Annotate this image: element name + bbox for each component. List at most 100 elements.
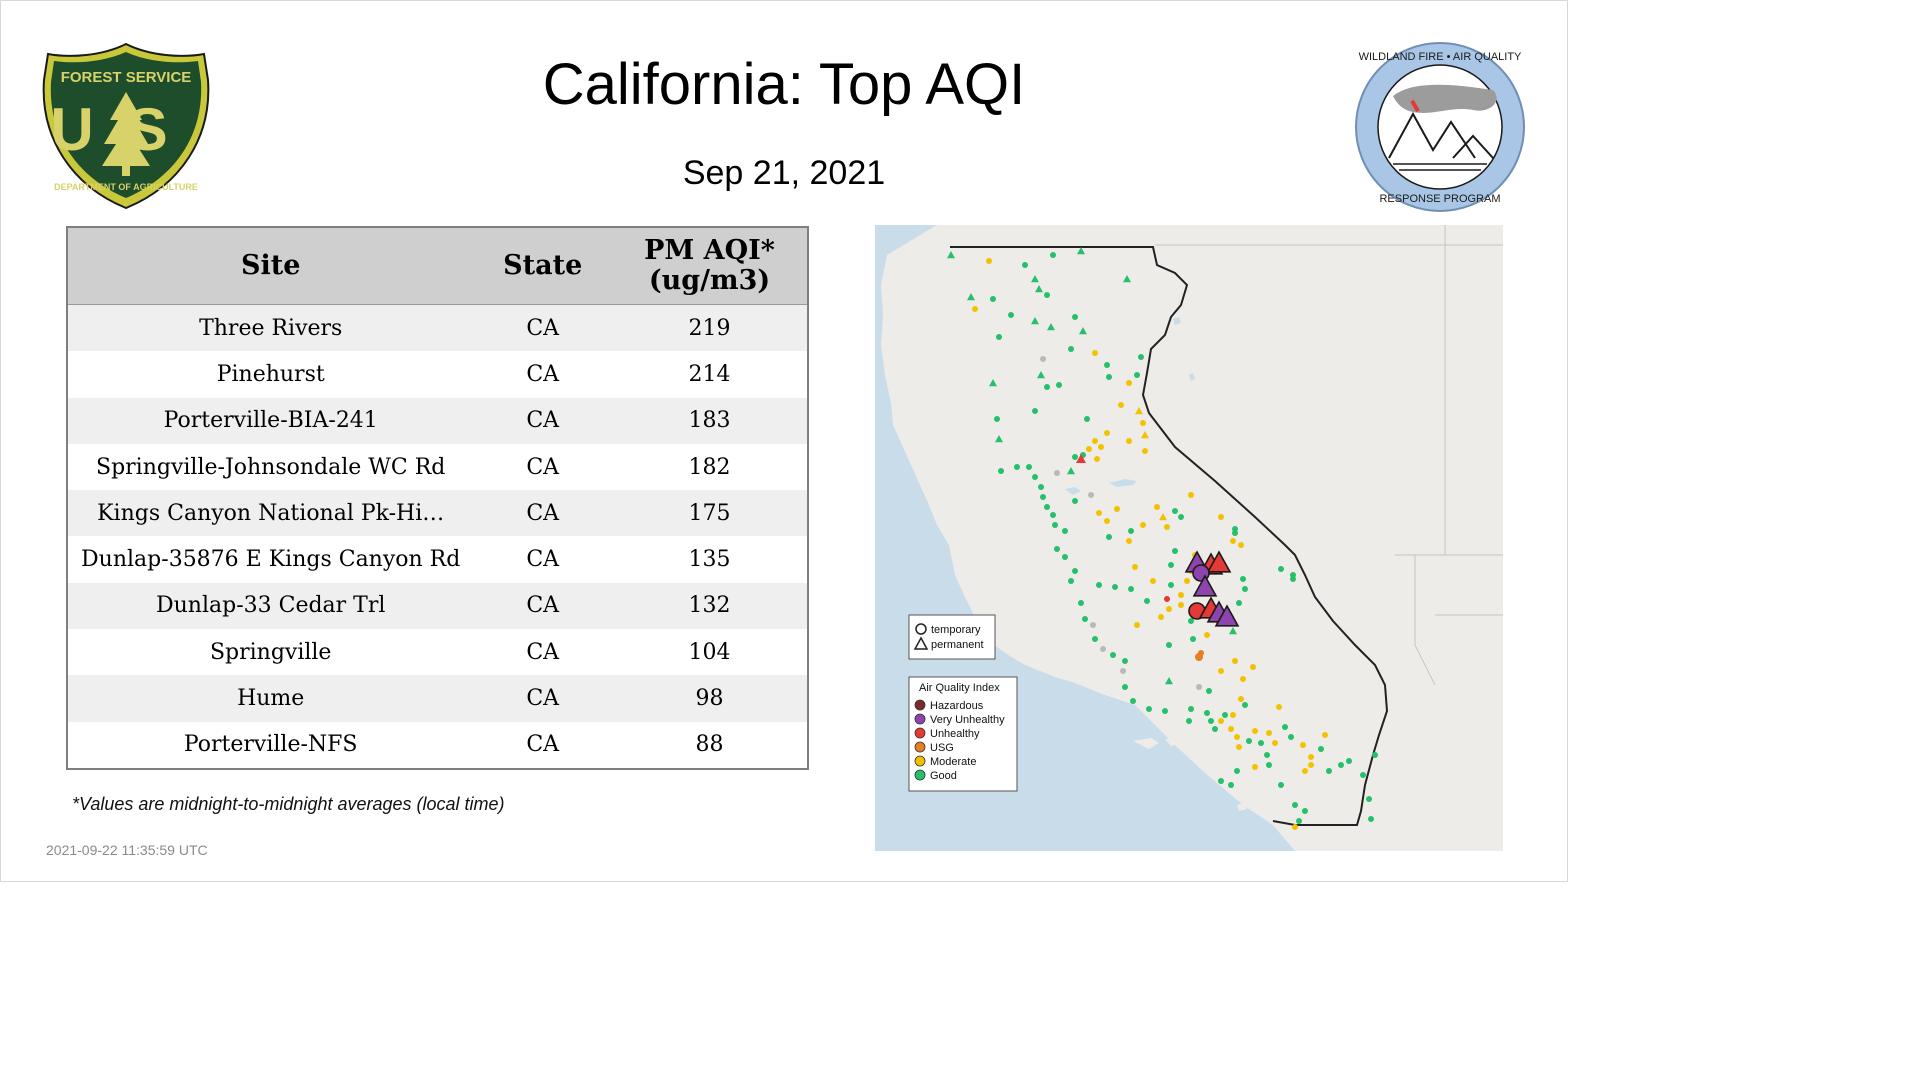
station-marker — [1204, 632, 1210, 638]
station-marker — [1222, 712, 1228, 718]
forest-service-logo: FOREST SERVICE US DEPARTMENT OF AGRICULT… — [42, 42, 210, 210]
slide-frame — [0, 0, 1568, 882]
station-marker — [1082, 616, 1088, 622]
station-marker — [1123, 275, 1131, 283]
aqi-legend-title: Air Quality Index — [919, 682, 1000, 694]
station-marker — [1126, 438, 1132, 444]
cell-site: Springville — [67, 629, 474, 676]
cell-state: CA — [473, 304, 612, 352]
station-marker — [1050, 252, 1056, 258]
station-marker — [1026, 464, 1032, 470]
station-marker — [1238, 542, 1244, 548]
station-marker — [1290, 576, 1296, 582]
cell-state: CA — [473, 629, 612, 676]
table-row: Pinehurst CA 214 — [67, 351, 808, 398]
station-marker — [1062, 528, 1068, 534]
station-marker — [1130, 698, 1136, 704]
station-marker — [996, 334, 1002, 340]
station-marker — [1096, 582, 1102, 588]
station-marker — [1266, 762, 1272, 768]
station-marker — [1240, 576, 1246, 582]
legend-moderate-label: Moderate — [930, 756, 976, 768]
station-marker — [1302, 808, 1308, 814]
station-marker — [1037, 371, 1045, 379]
cell-state: CA — [473, 351, 612, 398]
station-marker — [1072, 454, 1078, 460]
station-marker — [1106, 534, 1112, 540]
page-date: Sep 21, 2021 — [682, 154, 886, 192]
station-marker — [1228, 782, 1234, 788]
cell-site: Dunlap-33 Cedar Trl — [67, 582, 474, 630]
station-marker — [1122, 658, 1128, 664]
station-marker — [1159, 513, 1167, 521]
station-marker — [1040, 356, 1046, 362]
station-marker — [1031, 317, 1039, 325]
station-marker — [1366, 796, 1372, 802]
station-marker — [1098, 444, 1104, 450]
station-marker — [1068, 578, 1074, 584]
station-marker — [1092, 438, 1098, 444]
good-swatch — [914, 769, 926, 781]
station-marker — [1188, 618, 1194, 624]
cell-state: CA — [473, 443, 612, 491]
station-marker — [1250, 664, 1256, 670]
cell-aqi: 104 — [612, 629, 808, 676]
legend-permanent-label: permanent — [931, 639, 984, 651]
aqi-map: temporary permanent Air Quality Index Ha… — [875, 225, 1503, 851]
legend-hazardous-label: Hazardous — [930, 700, 984, 712]
wildland-fire-logo-top-text: WILDLAND FIRE • AIR QUALITY — [1359, 51, 1522, 63]
table-row: Kings Canyon National Pk-Hi… CA 175 — [67, 490, 808, 537]
station-marker — [947, 251, 955, 259]
state-borders — [1155, 225, 1503, 686]
station-marker — [1162, 708, 1168, 714]
station-marker — [1140, 522, 1146, 528]
station-marker — [1100, 646, 1106, 652]
very-unhealthy-swatch — [914, 713, 926, 725]
station-marker — [1172, 508, 1178, 514]
station-marker — [990, 296, 996, 302]
station-marker — [1134, 622, 1140, 628]
station-marker — [1112, 584, 1118, 590]
cell-site: Porterville-NFS — [67, 721, 474, 769]
station-marker — [994, 416, 1000, 422]
station-marker — [1278, 782, 1284, 788]
station-marker — [1088, 492, 1094, 498]
station-marker — [1135, 407, 1143, 415]
station-marker — [1040, 494, 1046, 500]
station-marker — [1096, 510, 1102, 516]
shape-legend: temporary permanent — [908, 614, 996, 660]
station-marker — [1077, 247, 1085, 255]
station-marker — [1122, 684, 1128, 690]
land-mass — [881, 225, 1503, 851]
station-marker — [1134, 372, 1140, 378]
station-marker — [1054, 546, 1060, 552]
table-row: Hume CA 98 — [67, 675, 808, 722]
station-marker — [1067, 467, 1075, 475]
station-marker — [1264, 752, 1270, 758]
station-marker — [1296, 818, 1302, 824]
station-marker — [972, 306, 978, 312]
cell-aqi: 214 — [612, 351, 808, 398]
legend-very-unhealthy-label: Very Unhealthy — [930, 714, 1005, 726]
station-marker — [1142, 448, 1148, 454]
station-marker — [1230, 712, 1236, 718]
forest-service-logo-top-text: FOREST SERVICE — [61, 69, 192, 86]
station-marker — [1372, 752, 1378, 758]
channel-islands — [1133, 737, 1247, 811]
station-marker — [1236, 744, 1242, 750]
station-marker — [1164, 596, 1170, 602]
hazardous-swatch — [914, 699, 926, 711]
station-marker — [1150, 578, 1156, 584]
station-marker — [1204, 710, 1210, 716]
station-marker — [1166, 642, 1172, 648]
station-marker — [1230, 538, 1236, 544]
station-marker — [1140, 420, 1146, 426]
station-marker — [989, 379, 997, 387]
station-marker — [1186, 718, 1192, 724]
cell-state: CA — [473, 536, 612, 583]
station-marker-highlight — [1214, 604, 1240, 627]
station-marker — [1090, 622, 1096, 628]
station-marker — [1338, 762, 1344, 768]
header-aqi-line2: (ug/m3) — [648, 265, 771, 296]
cell-site: Hume — [67, 675, 474, 722]
